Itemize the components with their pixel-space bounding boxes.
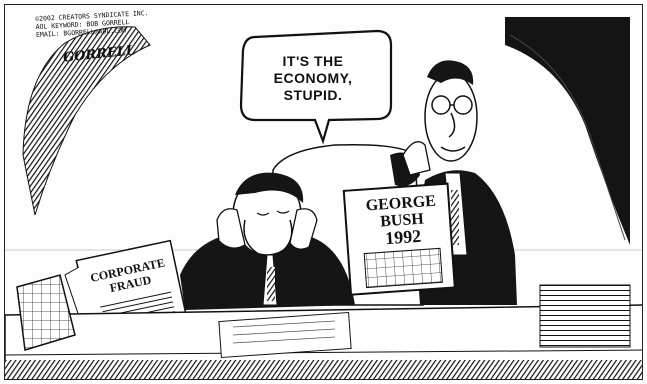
right-curtain <box>505 17 630 245</box>
speech-bubble-text: IT'S THE ECONOMY, STUPID. <box>253 53 373 104</box>
left-figure <box>180 172 355 310</box>
speech-bubble <box>239 29 393 145</box>
cartoon-illustration <box>5 17 642 379</box>
cartoon-panel: ©2002 CREATORS SYNDICATE INC. AOL KEYWOR… <box>4 4 643 380</box>
campaign-sign <box>342 182 456 296</box>
bubble-line-2: ECONOMY, <box>273 70 353 86</box>
sign-text: GEORGE BUSH 1992 <box>355 192 448 249</box>
bubble-line-3: STUPID. <box>283 87 343 103</box>
bubble-line-1: IT'S THE <box>282 53 344 69</box>
left-curtain <box>22 26 151 216</box>
